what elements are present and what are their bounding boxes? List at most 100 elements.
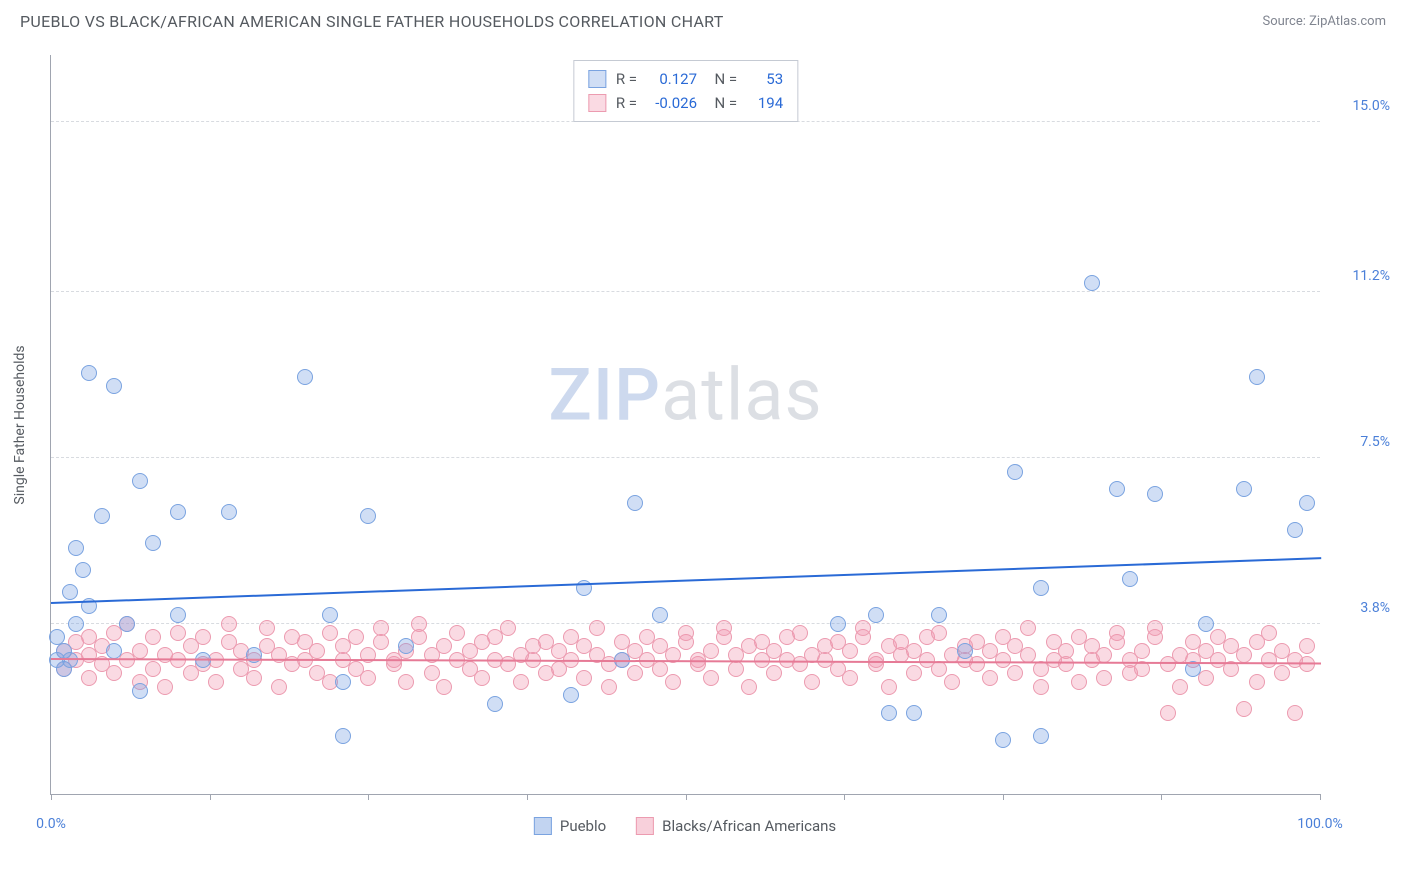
x-tick <box>844 794 845 800</box>
scatter-point <box>1236 647 1252 663</box>
scatter-point <box>1147 620 1163 636</box>
scatter-point <box>906 665 922 681</box>
scatter-point <box>1084 275 1100 291</box>
scatter-point <box>360 670 376 686</box>
x-tick <box>1161 794 1162 800</box>
scatter-point <box>259 620 275 636</box>
scatter-point <box>170 504 186 520</box>
x-tick <box>51 794 52 800</box>
scatter-point <box>271 679 287 695</box>
scatter-point <box>487 696 503 712</box>
scatter-point <box>68 616 84 632</box>
scatter-point <box>106 643 122 659</box>
scatter-point <box>335 728 351 744</box>
legend-row: R =-0.026 N =194 <box>588 91 783 115</box>
scatter-point <box>906 705 922 721</box>
scatter-point <box>868 652 884 668</box>
scatter-point <box>246 647 262 663</box>
y-tick-label: 15.0% <box>1352 98 1390 114</box>
scatter-point <box>969 656 985 672</box>
y-tick-label: 7.5% <box>1360 434 1390 450</box>
scatter-point <box>601 679 617 695</box>
scatter-point <box>881 679 897 695</box>
scatter-point <box>449 625 465 641</box>
scatter-point <box>995 652 1011 668</box>
legend-r-label: R = <box>616 67 637 91</box>
scatter-point <box>792 625 808 641</box>
scatter-point <box>1033 679 1049 695</box>
series-legend: Pueblo Blacks/African Americans <box>534 817 836 835</box>
scatter-point <box>1261 625 1277 641</box>
scatter-point <box>1096 670 1112 686</box>
correlation-legend: R = 0.127 N = 53R =-0.026 N =194 <box>573 60 798 122</box>
scatter-point <box>436 638 452 654</box>
scatter-point <box>157 679 173 695</box>
scatter-point <box>1236 481 1252 497</box>
legend-r-value: 0.127 <box>647 67 697 91</box>
scatter-point <box>1147 486 1163 502</box>
chart-title: PUEBLO VS BLACK/AFRICAN AMERICAN SINGLE … <box>20 12 724 31</box>
series-legend-item: Blacks/African Americans <box>636 817 836 835</box>
x-tick <box>210 794 211 800</box>
scatter-point <box>119 616 135 632</box>
x-tick <box>686 794 687 800</box>
scatter-point <box>830 616 846 632</box>
scatter-point <box>703 643 719 659</box>
scatter-point <box>652 607 668 623</box>
scatter-point <box>360 508 376 524</box>
x-tick-label: 100.0% <box>1297 816 1342 832</box>
scatter-point <box>931 607 947 623</box>
series-legend-label: Blacks/African Americans <box>662 817 836 835</box>
scatter-point <box>322 607 338 623</box>
chart-source: Source: ZipAtlas.com <box>1262 14 1386 29</box>
scatter-point <box>322 625 338 641</box>
legend-swatch <box>636 817 654 835</box>
y-axis-title: Single Father Households <box>12 345 28 504</box>
scatter-point <box>627 495 643 511</box>
legend-n-value: 53 <box>747 67 783 91</box>
scatter-point <box>589 620 605 636</box>
scatter-point <box>842 670 858 686</box>
scatter-point <box>678 625 694 641</box>
scatter-point <box>132 683 148 699</box>
scatter-point <box>335 674 351 690</box>
series-legend-label: Pueblo <box>560 817 606 835</box>
scatter-point <box>1172 679 1188 695</box>
scatter-point <box>411 616 427 632</box>
scatter-point <box>741 679 757 695</box>
scatter-point <box>665 674 681 690</box>
scatter-point <box>1109 625 1125 641</box>
scatter-point <box>982 670 998 686</box>
scatter-point <box>957 643 973 659</box>
scatter-point <box>246 670 262 686</box>
legend-swatch <box>588 70 606 88</box>
scatter-point <box>500 620 516 636</box>
scatter-point <box>1160 705 1176 721</box>
gridline <box>51 457 1320 458</box>
scatter-point <box>170 625 186 641</box>
scatter-point <box>1007 464 1023 480</box>
legend-swatch <box>588 94 606 112</box>
scatter-point <box>195 629 211 645</box>
x-tick-label: 0.0% <box>36 816 66 832</box>
scatter-point <box>132 473 148 489</box>
legend-swatch <box>534 817 552 835</box>
legend-n-value: 194 <box>747 91 783 115</box>
scatter-point <box>474 670 490 686</box>
scatter-point <box>1020 620 1036 636</box>
scatter-point <box>106 665 122 681</box>
legend-row: R = 0.127 N = 53 <box>588 67 783 91</box>
scatter-point <box>297 369 313 385</box>
scatter-point <box>513 674 529 690</box>
legend-n-label: N = <box>707 67 737 91</box>
scatter-point <box>373 620 389 636</box>
scatter-point <box>766 665 782 681</box>
scatter-point <box>855 620 871 636</box>
scatter-point <box>995 732 1011 748</box>
scatter-point <box>1249 369 1265 385</box>
scatter-point <box>703 670 719 686</box>
scatter-point <box>145 629 161 645</box>
scatter-point <box>1299 495 1315 511</box>
scatter-point <box>424 665 440 681</box>
y-tick-label: 11.2% <box>1352 268 1390 284</box>
